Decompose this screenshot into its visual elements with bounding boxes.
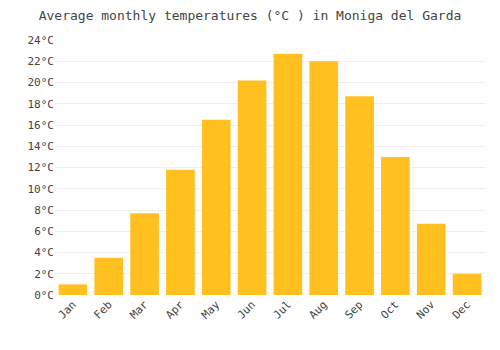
svg-text:Aug: Aug — [307, 298, 330, 321]
svg-text:Apr: Apr — [163, 298, 187, 322]
svg-text:22°C: 22°C — [28, 55, 55, 68]
svg-text:16°C: 16°C — [28, 119, 55, 132]
svg-text:20°C: 20°C — [28, 76, 55, 89]
svg-text:18°C: 18°C — [28, 98, 55, 111]
svg-text:Average monthly temperatures (: Average monthly temperatures (°C ) in Mo… — [39, 8, 462, 23]
svg-text:Jan: Jan — [56, 298, 79, 321]
svg-text:0°C: 0°C — [34, 289, 54, 302]
svg-text:Nov: Nov — [414, 298, 438, 322]
svg-text:Jun: Jun — [235, 298, 258, 321]
svg-text:2°C: 2°C — [34, 268, 54, 281]
svg-text:4°C: 4°C — [34, 246, 54, 259]
svg-text:10°C: 10°C — [28, 183, 55, 196]
svg-text:24°C: 24°C — [28, 34, 55, 47]
svg-text:6°C: 6°C — [34, 225, 54, 238]
svg-text:Feb: Feb — [92, 298, 115, 321]
svg-text:Sep: Sep — [342, 298, 365, 321]
svg-text:Mar: Mar — [127, 298, 151, 322]
svg-text:Jul: Jul — [271, 298, 294, 321]
svg-text:12°C: 12°C — [28, 161, 55, 174]
svg-text:Oct: Oct — [378, 298, 401, 321]
svg-text:8°C: 8°C — [34, 204, 54, 217]
svg-text:May: May — [199, 298, 223, 322]
svg-text:14°C: 14°C — [28, 140, 55, 153]
svg-text:Dec: Dec — [450, 298, 473, 321]
